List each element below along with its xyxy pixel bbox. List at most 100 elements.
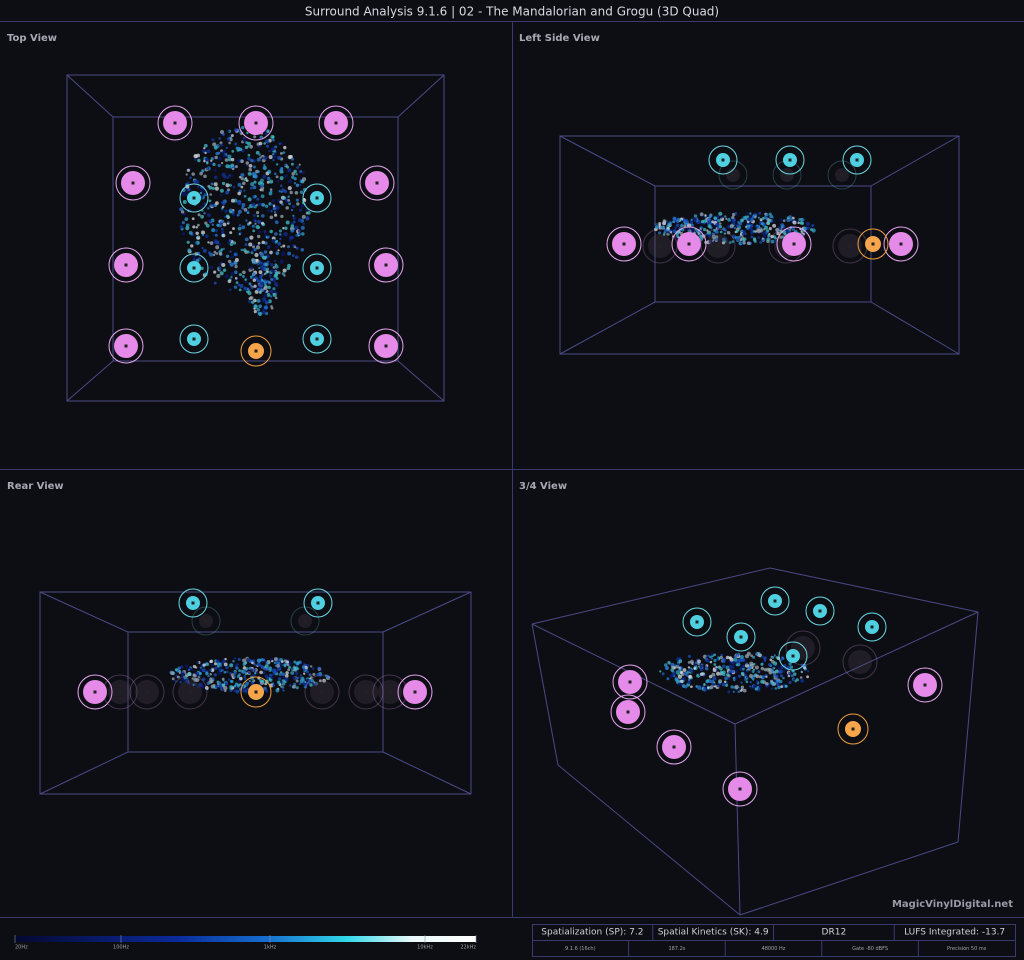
point [208,185,213,190]
point [221,233,226,238]
point [254,252,259,258]
point [672,216,677,221]
room-edge [39,751,129,795]
point [264,255,268,259]
point [187,681,191,685]
point [292,214,295,217]
point [207,207,210,210]
room-inner [127,631,384,753]
point [677,682,681,686]
point [214,155,218,160]
room-edge [397,74,445,118]
point [715,666,718,669]
point [755,674,760,679]
point [795,678,799,682]
point [742,216,747,221]
point [244,672,248,676]
point [218,243,222,247]
point [197,158,201,163]
speaker-center [118,690,122,694]
point [772,672,776,676]
point [714,230,719,234]
point [284,174,288,179]
room-edge [382,751,472,795]
point [670,668,674,672]
point [264,241,268,245]
point [731,663,735,667]
point [705,659,710,664]
point [180,678,185,682]
point [706,229,709,232]
point [728,664,733,669]
speaker-ring [179,183,209,213]
point [262,174,267,179]
point [282,244,286,248]
point [678,668,682,672]
point [708,239,713,244]
point [242,136,246,140]
point [290,224,295,228]
point [288,665,292,669]
point [256,234,261,239]
speaker-ring [857,228,889,260]
point [184,678,189,683]
point [248,679,251,683]
point [206,149,211,154]
point [280,184,283,188]
point [732,676,736,680]
point [712,682,716,686]
point [273,657,278,662]
point [263,293,268,298]
point [676,662,680,666]
point [713,216,718,221]
point [762,234,767,239]
room-edge [66,360,114,402]
point [774,674,779,679]
point [747,217,751,221]
point [300,676,305,681]
point [665,666,669,670]
point [245,667,249,671]
point [746,212,749,215]
point [229,672,232,675]
point [273,211,277,214]
point [767,237,770,240]
point [188,230,193,235]
point [233,261,238,266]
speaker-ring [827,160,857,190]
point [317,666,321,671]
point [288,661,293,666]
point [268,149,271,153]
point [237,201,242,206]
point [788,215,792,219]
point [302,177,307,182]
speaker-center [739,635,743,639]
point [757,236,761,239]
point [256,197,260,201]
point [225,274,229,279]
colorbar-label: 10kHz [417,945,433,951]
point [205,234,209,238]
point [214,667,218,671]
point [290,208,294,212]
speaker-ring [606,226,642,262]
point [281,680,284,684]
point [258,270,263,275]
point [279,168,283,172]
point [755,652,759,656]
speaker-center [848,244,852,248]
point [745,662,748,665]
point [293,177,297,181]
point [250,681,254,684]
point [213,662,218,666]
point [290,671,295,675]
point [310,678,315,683]
point [746,220,750,224]
speaker-ring [129,674,165,710]
point [712,667,716,670]
point [256,211,260,215]
speaker-center [818,609,822,613]
speaker-ring [883,226,919,262]
point [228,183,232,187]
point [718,225,723,229]
